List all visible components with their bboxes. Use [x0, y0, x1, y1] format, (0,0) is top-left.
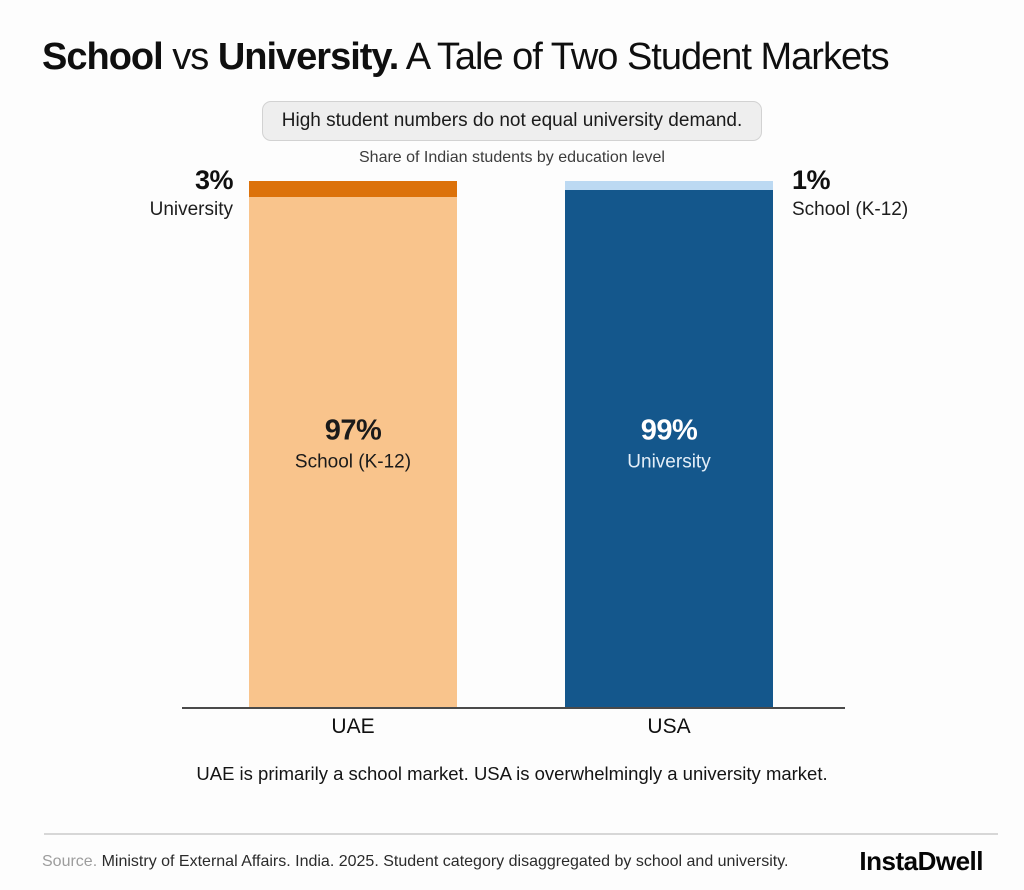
source-body: Ministry of External Affairs. India. 202…	[97, 853, 789, 870]
bar-segment-university	[249, 181, 457, 197]
bar-segment-school-k-12	[249, 196, 457, 707]
annotation-uae-percent: 3%	[194, 165, 234, 195]
annotation-uae-university: 3% University	[52, 165, 234, 221]
x-axis-label-uae: UAE	[331, 715, 375, 738]
bar-usa: 99% University	[565, 181, 773, 707]
bar-segment-university	[565, 190, 773, 707]
bar-uae: 97% School (K-12)	[249, 181, 457, 707]
bar-usa-inner-label: 99% University	[565, 415, 773, 474]
footer-divider	[44, 833, 998, 835]
bar-uae-percent: 97%	[324, 414, 382, 447]
source-label: Source.	[42, 853, 98, 870]
title-word-school: School	[42, 36, 164, 78]
bar-usa-segments	[565, 181, 773, 707]
title-tagline: A Tale of Two Student Markets	[398, 36, 890, 78]
bar-usa-segment-label: University	[627, 451, 711, 473]
x-axis-label-usa: USA	[647, 715, 691, 738]
caption: UAE is primarily a school market. USA is…	[196, 763, 828, 784]
bar-segment-school-k-12	[565, 181, 773, 190]
key-insight-badge: High student numbers do not equal univer…	[261, 101, 763, 141]
badge-row: High student numbers do not equal univer…	[0, 101, 1024, 141]
title-word-vs: vs	[162, 36, 218, 78]
source-text: Source. Ministry of External Affairs. In…	[42, 853, 789, 871]
bar-uae-segments	[249, 181, 457, 707]
bar-uae-segment-label: School (K-12)	[294, 451, 412, 473]
annotation-uae-label: University	[149, 199, 233, 220]
page-title: School vs University. A Tale of Two Stud…	[42, 36, 890, 79]
bar-usa-percent: 99%	[640, 414, 698, 447]
title-word-university: University.	[217, 36, 399, 78]
brand-logo: InstaDwell	[859, 846, 983, 876]
annotation-usa-percent: 1%	[792, 165, 831, 195]
annotation-usa-school: 1% School (K-12)	[792, 165, 992, 221]
bar-uae-inner-label: 97% School (K-12)	[249, 415, 457, 474]
x-axis-line	[182, 707, 845, 709]
annotation-usa-label: School (K-12)	[792, 199, 909, 220]
chart-subtitle: Share of Indian students by education le…	[359, 149, 665, 166]
